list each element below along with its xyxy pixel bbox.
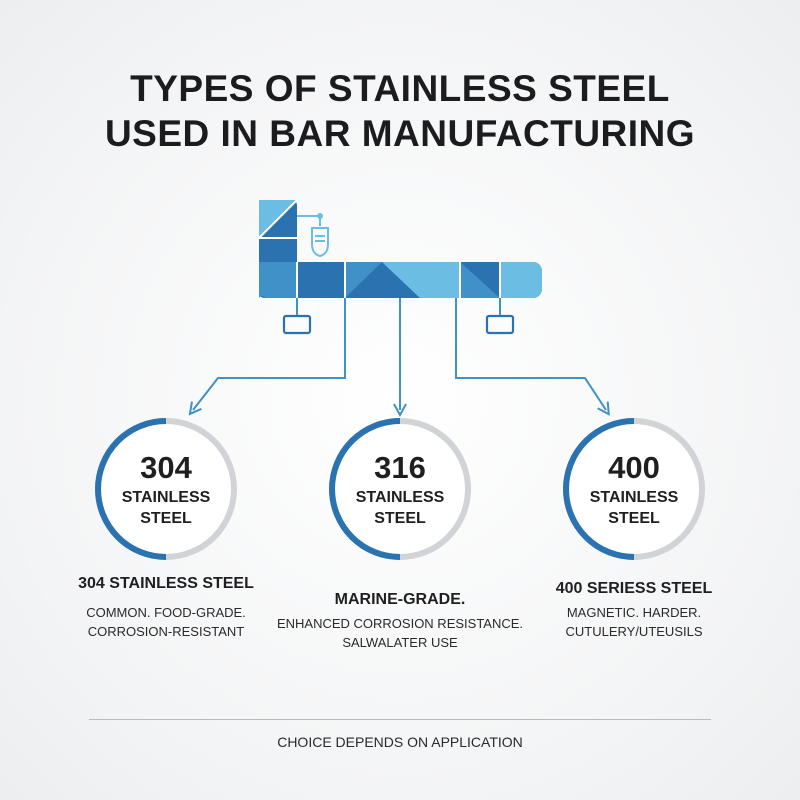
ring-316 — [329, 418, 471, 560]
grade-sub-line-2: STEEL — [140, 510, 192, 527]
bar-machine-icon — [258, 199, 542, 335]
footer-divider — [89, 719, 711, 720]
page-title: TYPES OF STAINLESS STEEL USED IN BAR MAN… — [0, 66, 800, 156]
grade-desc-line-2: CUTULERY/UTEUSILS — [565, 624, 703, 639]
grade-number-304: 304 — [140, 450, 192, 485]
footer-note: CHOICE DEPENDS ON APPLICATION — [277, 734, 523, 750]
grade-desc-400: MAGNETIC. HARDER. CUTULERY/UTEUSILS — [504, 603, 764, 641]
title-line-2: USED IN BAR MANUFACTURING — [104, 113, 696, 154]
grade-heading-304: 304 STAINLESS STEEL — [78, 575, 254, 592]
ring-400 — [563, 418, 705, 560]
grade-sub-400: STAINLESS STEEL — [564, 487, 704, 529]
grade-sub-line-1: STAINLESS — [121, 489, 211, 506]
grade-desc-line-2: CORROSION-RESISTANT — [87, 624, 245, 639]
grade-sub-line-1: STAINLESS — [355, 489, 445, 506]
grade-sub-316: STAINLESS STEEL — [330, 487, 470, 529]
grade-desc-304: COMMON. FOOD-GRADE. CORROSION-RESISTANT — [36, 603, 296, 641]
grade-heading-316: MARINE-GRADE. — [334, 591, 466, 608]
grade-heading-400: 400 SERIESS STEEL — [555, 580, 713, 597]
grade-desc-316: ENHANCED CORROSION RESISTANCE. SALWALATE… — [270, 614, 530, 652]
grade-sub-304: STAINLESS STEEL — [96, 487, 236, 529]
grade-sub-line-2: STEEL — [374, 510, 426, 527]
arrow-to-304 — [193, 298, 346, 410]
grade-number-316: 316 — [374, 450, 426, 485]
grade-desc-line-1: MAGNETIC. HARDER. — [566, 605, 702, 620]
grade-desc-line-1: ENHANCED CORROSION RESISTANCE. — [276, 616, 524, 631]
grade-sub-line-1: STAINLESS — [589, 489, 679, 506]
grade-desc-line-1: COMMON. FOOD-GRADE. — [86, 605, 246, 620]
grade-sub-line-2: STEEL — [608, 510, 660, 527]
grade-number-400: 400 — [608, 450, 660, 485]
ring-304 — [95, 418, 237, 560]
grade-desc-line-2: SALWALATER USE — [342, 635, 458, 650]
title-line-1: TYPES OF STAINLESS STEEL — [130, 68, 670, 109]
arrow-to-400 — [455, 298, 606, 410]
